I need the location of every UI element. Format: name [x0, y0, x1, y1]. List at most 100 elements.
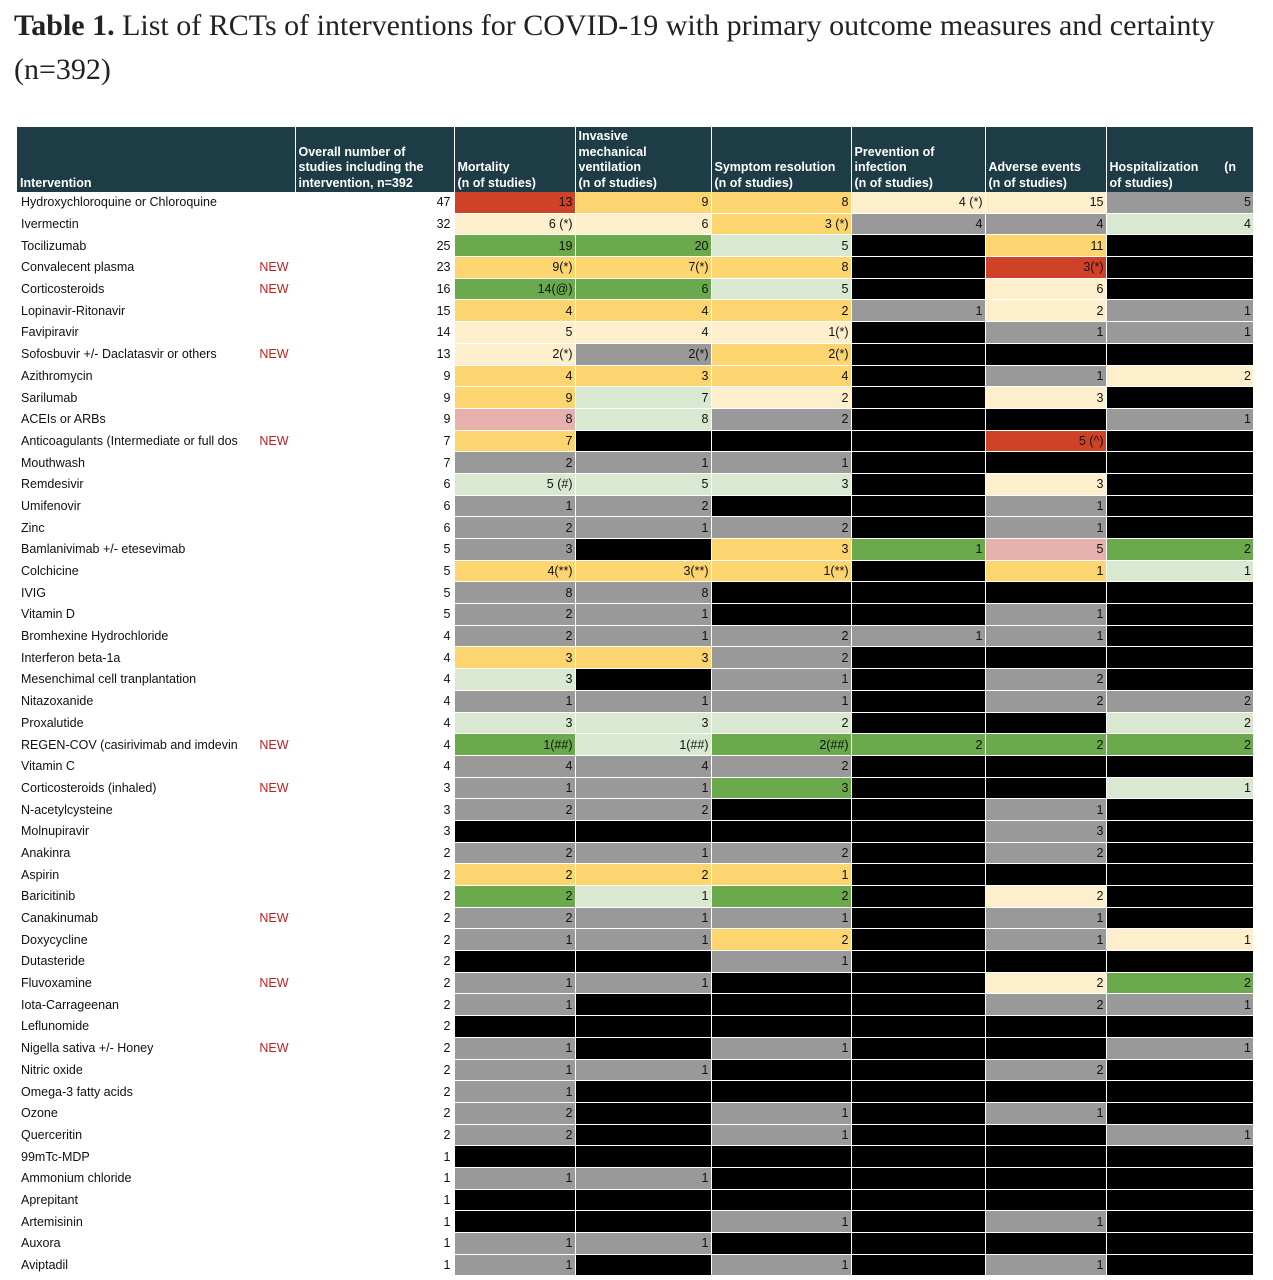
outcome-cell: 4	[850, 213, 985, 236]
total-studies-cell: 2	[294, 907, 454, 930]
outcome-cell: 2	[710, 408, 851, 431]
outcome-cell: 1	[453, 1059, 575, 1082]
outcome-cell	[1105, 516, 1253, 539]
total-studies-cell: 2	[294, 842, 454, 865]
intervention-cell: Lopinavir-Ritonavir	[17, 299, 295, 323]
outcome-cell: 2	[453, 885, 575, 908]
outcome-cell: 2	[984, 733, 1106, 756]
outcome-cell: 1	[453, 1232, 575, 1255]
outcome-cell: 5	[710, 278, 851, 301]
outcome-cell: 2	[710, 928, 851, 952]
column-header: Intervention	[17, 127, 295, 192]
table-row: Molnupiravir 3 3	[17, 820, 1253, 843]
outcome-cell: 1	[984, 365, 1106, 388]
intervention-name: Canakinumab	[21, 911, 99, 926]
intervention-name: Molnupiravir	[21, 824, 90, 839]
total-studies-cell: 1	[294, 1145, 454, 1168]
new-badge: NEW	[259, 911, 289, 926]
outcome-cell	[1105, 451, 1253, 474]
outcome-cell	[850, 820, 985, 843]
outcome-cell	[850, 1145, 985, 1168]
total-studies-cell: 2	[294, 950, 454, 973]
outcome-cell: 6	[984, 278, 1106, 301]
intervention-name: Corticosteroids (inhaled)	[21, 780, 157, 795]
outcome-cell: 9(*)	[453, 256, 575, 279]
outcome-cell: 2	[710, 885, 851, 908]
total-studies-cell: 4	[294, 668, 454, 691]
intervention-cell: Sarilumab	[17, 386, 295, 409]
outcome-cell	[850, 690, 985, 713]
intervention-name: Bamlanivimab +/- etesevimab	[21, 542, 186, 557]
outcome-cell: 8	[453, 408, 575, 431]
intervention-cell: Azithromycin	[17, 365, 295, 388]
outcome-cell: 6	[574, 213, 711, 236]
intervention-cell: Favipiravir	[17, 321, 295, 344]
outcome-cell: 14(@)	[453, 278, 575, 301]
outcome-cell	[850, 581, 985, 605]
outcome-cell: 2	[984, 690, 1106, 713]
table-row: Omega-3 fatty acids 2 1	[17, 1080, 1253, 1103]
outcome-cell	[1105, 1015, 1253, 1038]
table-row: Remdesivir 6 5 (#) 5 3 3	[17, 473, 1253, 496]
column-header-line: (n of studies)	[988, 175, 1067, 190]
outcome-cell	[984, 343, 1106, 366]
outcome-cell	[850, 1232, 985, 1255]
outcome-cell: 1	[574, 690, 711, 713]
intervention-name: Ivermectin	[21, 217, 79, 232]
column-header-line: Overall number of	[298, 144, 406, 159]
intervention-name: Aspirin	[21, 867, 60, 882]
outcome-cell	[850, 1102, 985, 1125]
intervention-cell: 99mTc-MDP	[17, 1145, 295, 1168]
column-header-line: Mortality	[457, 160, 510, 174]
outcome-cell	[984, 646, 1106, 670]
outcome-cell: 1	[984, 321, 1106, 344]
outcome-cell: 2	[1105, 365, 1253, 388]
outcome-cell	[1105, 646, 1253, 670]
outcome-cell	[850, 1254, 985, 1277]
outcome-cell: 2	[710, 299, 851, 323]
new-badge: NEW	[259, 976, 289, 991]
intervention-cell: Vitamin D	[17, 603, 295, 626]
outcome-cell: 5	[453, 321, 575, 344]
total-studies-cell: 2	[294, 972, 454, 995]
outcome-cell	[1105, 950, 1253, 973]
outcome-cell: 1	[710, 1037, 851, 1060]
outcome-cell: 8	[710, 256, 851, 279]
outcome-cell: 2	[1105, 733, 1253, 756]
total-studies-cell: 2	[294, 928, 454, 952]
outcome-cell: 1	[710, 907, 851, 930]
outcome-cell	[984, 755, 1106, 778]
intervention-cell: Tocilizumab	[17, 234, 295, 258]
outcome-cell: 1	[453, 1080, 575, 1103]
table-row: Anakinra 2 2 1 2 2	[17, 842, 1253, 865]
total-studies-cell: 9	[294, 386, 454, 409]
intervention-cell: NEW Convalecent plasma	[17, 256, 295, 279]
outcome-cell: 3(*)	[984, 256, 1106, 279]
intervention-name: Baricitinib	[21, 889, 76, 904]
outcome-cell: 2	[710, 625, 851, 648]
table-row: NEW Anticoagulants (Intermediate or full …	[17, 430, 1253, 453]
table-row: Azithromycin 9 4 3 4 1 2	[17, 365, 1253, 388]
outcome-cell	[984, 1037, 1106, 1060]
outcome-cell: 7	[574, 386, 711, 409]
table-row: Iota-Carrageenan 2 1 2 1	[17, 993, 1253, 1017]
outcome-cell: 2(##)	[710, 733, 851, 756]
outcome-cell	[850, 928, 985, 952]
outcome-cell: 1	[1105, 408, 1253, 431]
total-studies-cell: 23	[294, 256, 454, 279]
outcome-cell	[574, 820, 711, 843]
outcome-cell	[850, 907, 985, 930]
intervention-cell: Aspirin	[17, 863, 295, 886]
column-header-line: (n of studies)	[854, 175, 933, 190]
outcome-cell: 1	[453, 495, 575, 518]
table-row: IVIG 5 8 8	[17, 581, 1253, 605]
total-studies-cell: 3	[294, 777, 454, 800]
intervention-cell: Bromhexine Hydrochloride	[17, 625, 295, 648]
outcome-cell: 1	[1105, 777, 1253, 800]
table-row: NEW Corticosteroids 16 14(@) 6 5 6	[17, 278, 1253, 301]
outcome-cell: 2	[574, 798, 711, 821]
outcome-cell: 1	[984, 625, 1106, 648]
outcome-cell: 4	[574, 299, 711, 323]
outcome-cell	[710, 603, 851, 626]
